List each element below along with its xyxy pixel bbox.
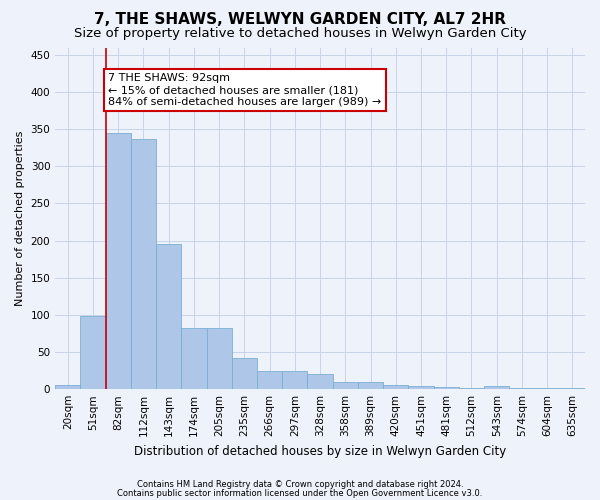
Bar [509,388,535,389]
Bar [55,386,80,389]
Text: 7 THE SHAWS: 92sqm
← 15% of detached houses are smaller (181)
84% of semi-detach: 7 THE SHAWS: 92sqm ← 15% of detached hou… [108,74,382,106]
Bar [181,328,206,389]
Bar [106,133,131,389]
Text: 7, THE SHAWS, WELWYN GARDEN CITY, AL7 2HR: 7, THE SHAWS, WELWYN GARDEN CITY, AL7 2H… [94,12,506,28]
Bar [560,388,585,389]
Text: Contains HM Land Registry data © Crown copyright and database right 2024.: Contains HM Land Registry data © Crown c… [137,480,463,489]
Bar [257,370,282,389]
Bar [282,372,307,389]
Bar [535,388,560,389]
Bar [131,139,156,389]
Bar [307,374,332,389]
Text: Size of property relative to detached houses in Welwyn Garden City: Size of property relative to detached ho… [74,28,526,40]
Bar [383,384,409,389]
Bar [156,244,181,389]
Bar [206,328,232,389]
Bar [484,386,509,389]
Bar [332,382,358,389]
Bar [80,316,106,389]
Bar [358,382,383,389]
Bar [409,386,434,389]
Bar [434,387,459,389]
Bar [459,388,484,389]
Y-axis label: Number of detached properties: Number of detached properties [15,130,25,306]
X-axis label: Distribution of detached houses by size in Welwyn Garden City: Distribution of detached houses by size … [134,444,506,458]
Text: Contains public sector information licensed under the Open Government Licence v3: Contains public sector information licen… [118,489,482,498]
Bar [232,358,257,389]
